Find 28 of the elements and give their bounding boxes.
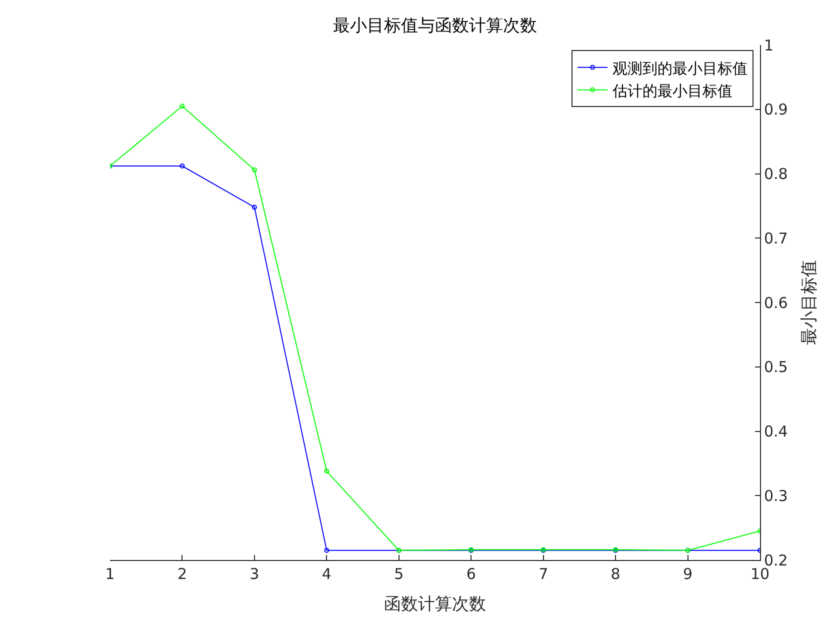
legend-label: 估计的最小目标值 (612, 82, 732, 100)
point (252, 167, 257, 172)
x-tick-label: 3 (250, 565, 260, 583)
x-tick-label: 8 (610, 565, 620, 583)
point (324, 468, 330, 474)
x-tick-label: 1 (105, 565, 115, 583)
y-tick-label: 0.3 (764, 486, 788, 505)
y-tick-label: 0.4 (764, 422, 788, 440)
x-tick-label: 5 (394, 565, 404, 583)
chart-title: 最小目标值与函数计算次数 (333, 16, 537, 36)
x-tick-label: 9 (683, 565, 693, 583)
point (180, 164, 185, 169)
y-tick-label: 0.7 (764, 229, 788, 248)
legend-label: 观测到的最小目标值 (612, 59, 748, 78)
y-tick-label: 0.6 (764, 294, 788, 312)
x-tick-label: 4 (322, 565, 332, 583)
x-tick-label: 2 (177, 565, 187, 583)
x-tick-label: 6 (466, 565, 476, 583)
y-tick-label: 0.5 (764, 358, 788, 376)
point (324, 548, 330, 553)
point (252, 204, 257, 210)
point (180, 104, 185, 109)
y-axis-title: 最小目标值 (799, 260, 820, 345)
y-tick-label: 0.9 (764, 100, 788, 119)
x-axis-title: 函数计算次数 (384, 594, 486, 614)
y-tick-label: 1 (764, 36, 774, 54)
y-tick-label: 0.8 (764, 165, 788, 183)
x-tick-label: 7 (538, 565, 548, 583)
